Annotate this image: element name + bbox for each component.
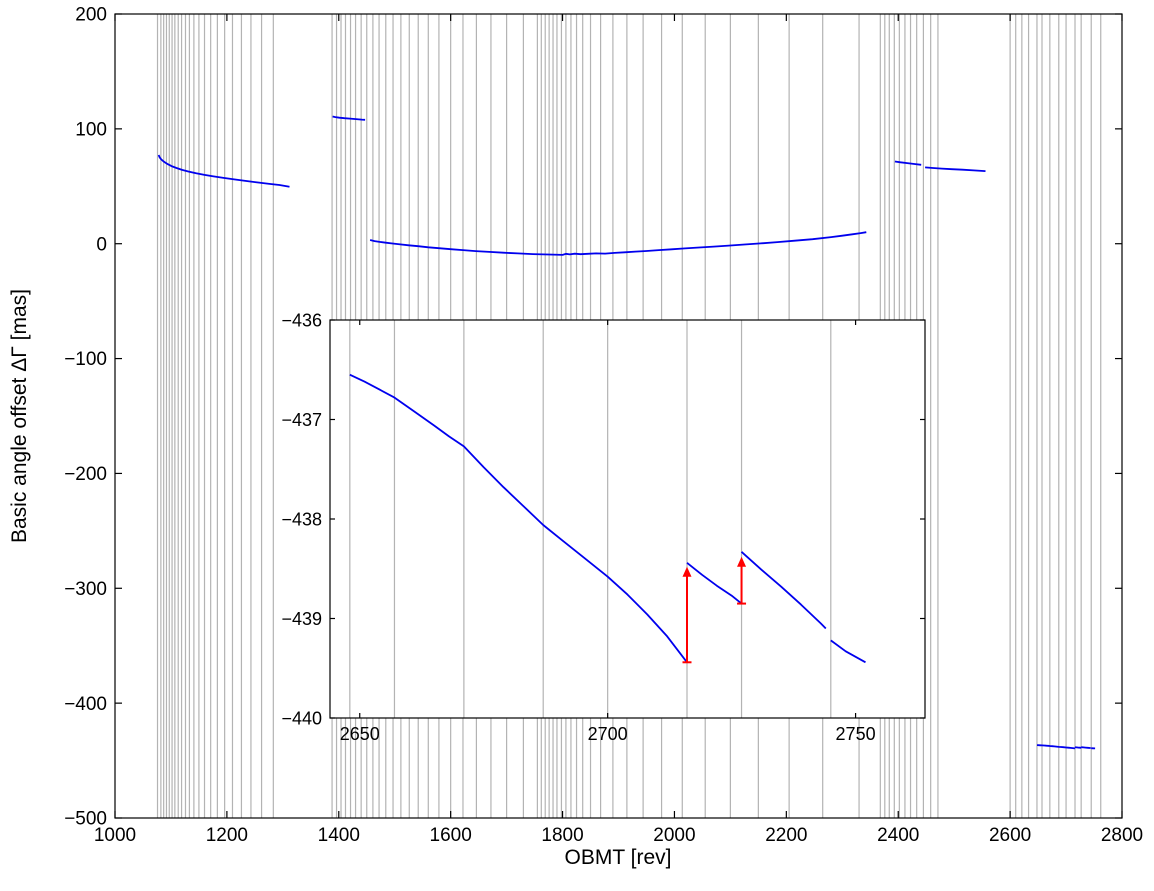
- y-tick-label: −440: [281, 708, 322, 728]
- x-axis-label: OBMT [rev]: [565, 846, 672, 869]
- inset-background: [330, 320, 925, 718]
- x-tick-label: 2000: [653, 825, 695, 846]
- x-tick-label: 2750: [836, 724, 876, 744]
- y-axis-label: Basic angle offset ΔΓ [mas]: [8, 289, 31, 543]
- y-tick-label: 100: [75, 120, 107, 141]
- y-tick-label: −200: [64, 464, 107, 485]
- y-tick-label: −439: [281, 609, 322, 629]
- data-series: [332, 115, 366, 121]
- x-tick-label: 1800: [541, 825, 583, 846]
- data-series: [157, 154, 290, 188]
- x-tick-label: 2650: [340, 724, 380, 744]
- y-tick-label: 0: [96, 234, 107, 255]
- data-series: [1074, 746, 1082, 749]
- y-tick-label: −438: [281, 509, 322, 529]
- x-tick-label: 1600: [430, 825, 472, 846]
- x-tick-label: 2400: [877, 825, 919, 846]
- y-tick-label: −437: [281, 410, 322, 430]
- data-series: [369, 231, 867, 256]
- inset-data-series: [349, 373, 688, 663]
- inset-plot: 2650 2700 2750 −440 −439 −438 −437 −436: [281, 310, 926, 744]
- jump-arrow: [737, 556, 747, 605]
- inset-data-series: [740, 551, 827, 630]
- x-tick-label: 1400: [318, 825, 360, 846]
- x-tick-label: 2200: [765, 825, 807, 846]
- jump-arrow: [682, 566, 692, 664]
- y-tick-label: 200: [75, 5, 107, 26]
- inset-data-series: [686, 562, 743, 605]
- x-tick-label: 2800: [1101, 825, 1143, 846]
- inset-data-series: [830, 639, 866, 664]
- data-series: [925, 166, 986, 172]
- axes-box: [114, 13, 1123, 819]
- x-tick-label: 2600: [989, 825, 1031, 846]
- x-tick-label: 1000: [94, 825, 136, 846]
- y-tick-label: −436: [281, 310, 322, 330]
- x-tick-label: 2700: [588, 724, 628, 744]
- x-tick-label: 1200: [206, 825, 248, 846]
- y-tick-label: −500: [64, 809, 107, 830]
- data-series: [1036, 744, 1076, 750]
- axes-box: [329, 319, 926, 719]
- y-tick-label: −400: [64, 694, 107, 715]
- y-tick-label: −300: [64, 579, 107, 600]
- data-series: [894, 160, 922, 166]
- data-series: [1081, 746, 1091, 749]
- y-tick-label: −100: [64, 349, 107, 370]
